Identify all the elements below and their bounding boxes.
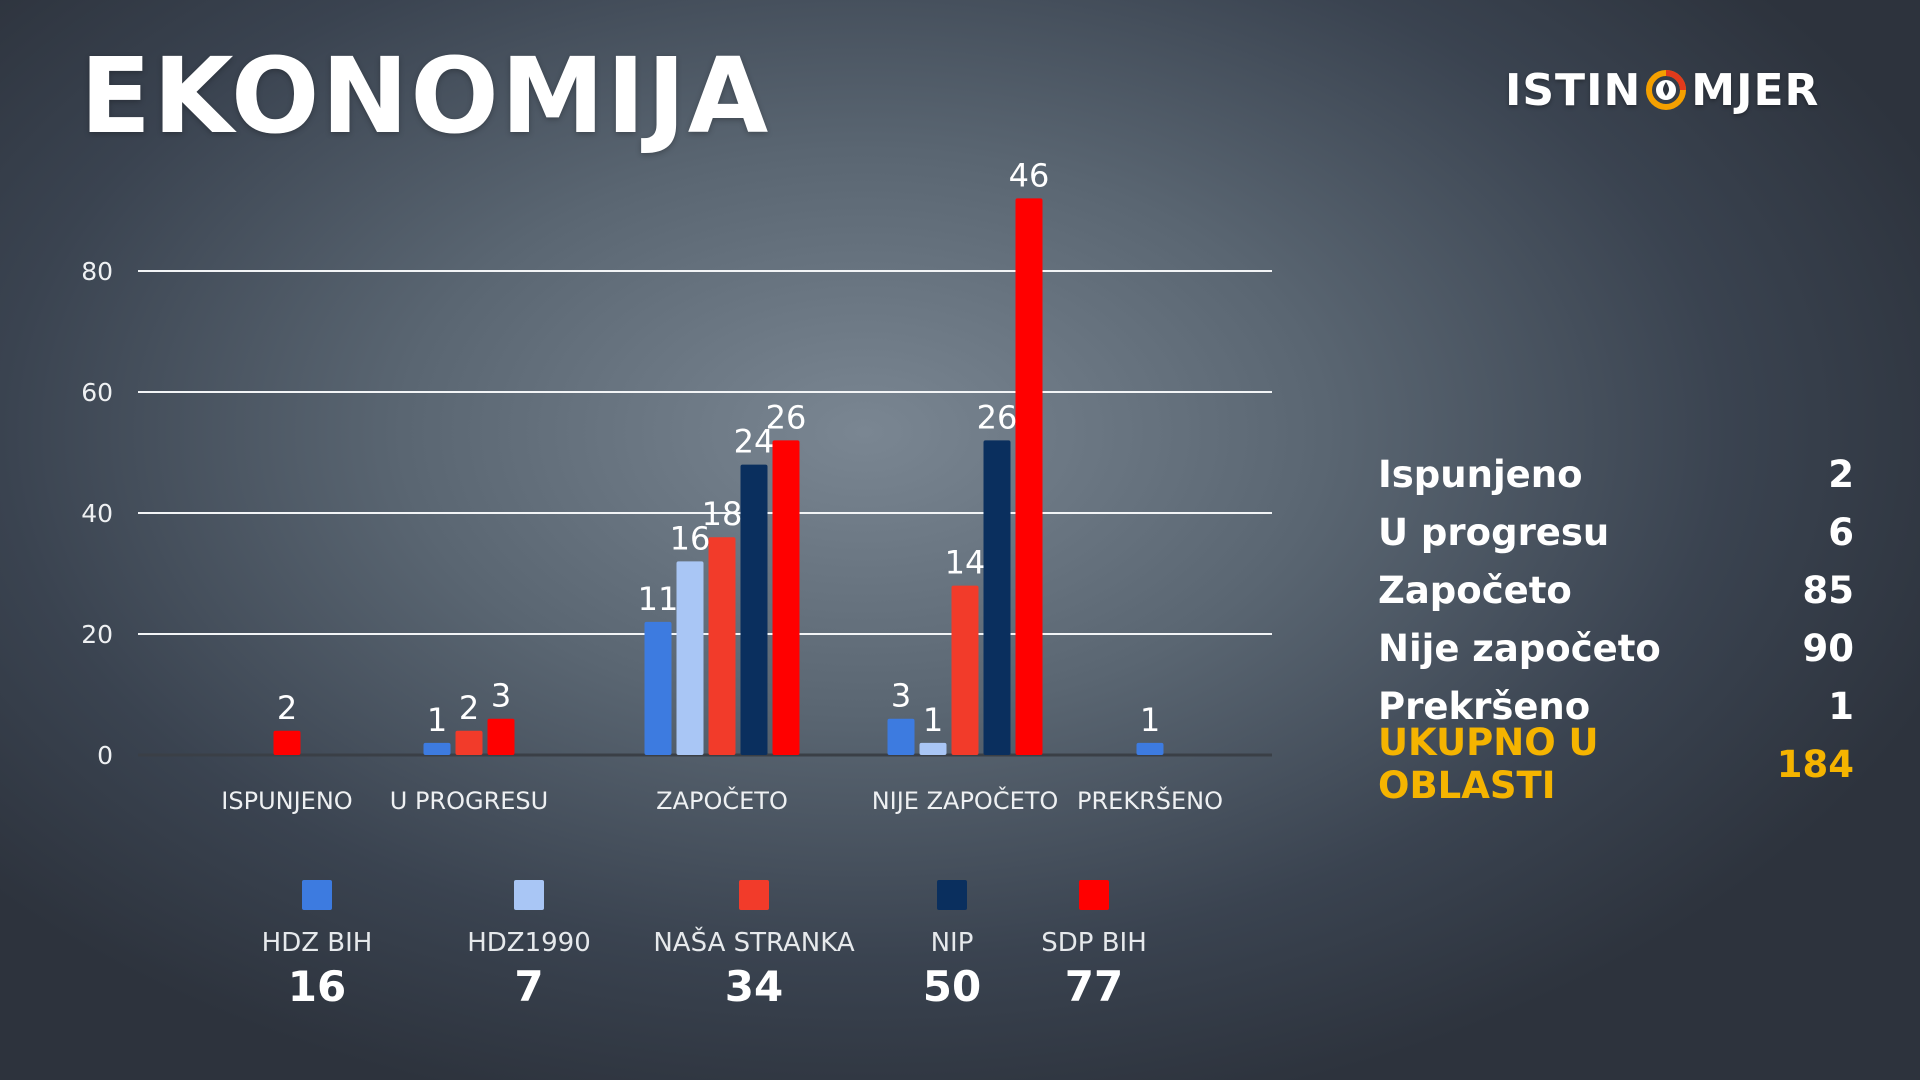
summary-value: 2 xyxy=(1828,452,1854,496)
bar xyxy=(273,730,301,755)
summary-row-total: UKUPNO U OBLASTI 184 xyxy=(1378,721,1854,807)
bar xyxy=(772,440,800,755)
bar xyxy=(708,537,736,755)
bar-value-label: 11 xyxy=(638,580,679,618)
page-title: EKONOMIJA xyxy=(80,35,771,157)
bar-value-label: 18 xyxy=(702,495,743,533)
bar xyxy=(487,718,515,755)
x-tick-label: U PROGRESU xyxy=(390,787,548,815)
summary-label: Ispunjeno xyxy=(1378,452,1583,496)
summary-label: U progresu xyxy=(1378,510,1610,554)
legend-swatch xyxy=(1079,880,1109,910)
legend-count: 7 xyxy=(514,962,544,1011)
bar-chart: 0 20 40 60 80 ISPUNJENO U PROGRESU ZAPOČETO NIJE… xyxy=(81,156,1272,815)
legend-label: HDZ1990 xyxy=(467,928,591,958)
summary-value: 90 xyxy=(1802,626,1855,670)
bar xyxy=(423,742,451,755)
bar-value-label: 2 xyxy=(459,689,479,727)
bar-value-label: 14 xyxy=(945,544,986,582)
x-tick-label: PREKRŠENO xyxy=(1077,785,1223,815)
bar xyxy=(1015,198,1043,755)
legend-count: 77 xyxy=(1064,962,1124,1011)
bar-value-label: 26 xyxy=(766,398,807,436)
legend-swatch xyxy=(514,880,544,910)
y-tick-label: 40 xyxy=(81,499,113,528)
summary-row-zapoceto: Započeto 85 xyxy=(1378,561,1854,619)
bar xyxy=(1136,742,1164,755)
legend-item-hdz-bih: HDZ BIH 16 xyxy=(197,880,437,1011)
summary-row-prekrseno: Prekršeno 1 xyxy=(1378,677,1854,735)
legend-count: 50 xyxy=(922,962,982,1011)
legend-label: HDZ BIH xyxy=(261,928,373,958)
summary-label: Prekršeno xyxy=(1378,684,1591,728)
bar-value-label: 26 xyxy=(977,398,1018,436)
bar xyxy=(919,742,947,755)
bar-value-label: 16 xyxy=(670,519,711,557)
summary-row-u-progresu: U progresu 6 xyxy=(1378,503,1854,561)
legend-label: NIP xyxy=(930,928,974,958)
bar xyxy=(983,440,1011,755)
bar-value-label: 2 xyxy=(277,689,297,727)
summary-value: 1 xyxy=(1828,684,1854,728)
bar xyxy=(740,464,768,755)
legend-swatch xyxy=(739,880,769,910)
bar-value-label: 46 xyxy=(1009,156,1050,194)
logo-text-left: ISTIN xyxy=(1505,64,1642,116)
bar xyxy=(644,621,672,755)
summary-total-value: 184 xyxy=(1776,742,1854,786)
y-tick-label: 20 xyxy=(81,620,113,649)
istinomjer-ring-icon xyxy=(1646,70,1687,110)
legend-label: NAŠA STRANKA xyxy=(653,928,855,958)
summary-label: Nije započeto xyxy=(1378,626,1661,670)
x-tick-label: ZAPOČETO xyxy=(656,785,788,815)
y-tick-label: 60 xyxy=(81,378,113,407)
legend-item-nasa-stranka: NAŠA STRANKA 34 xyxy=(634,880,874,1011)
legend-label: SDP BIH xyxy=(1041,928,1147,958)
legend-swatch xyxy=(937,880,967,910)
bar-value-label: 3 xyxy=(491,677,511,715)
bar xyxy=(455,730,483,755)
legend-swatch xyxy=(302,880,332,910)
summary-row-nije-zapoceto: Nije započeto 90 xyxy=(1378,619,1854,677)
bar-value-label: 1 xyxy=(1140,701,1160,739)
legend-count: 16 xyxy=(287,962,347,1011)
x-tick-label: ISPUNJENO xyxy=(221,787,352,815)
bar-value-label: 24 xyxy=(734,423,775,461)
bar xyxy=(887,718,915,755)
summary-row-ispunjeno: Ispunjeno 2 xyxy=(1378,445,1854,503)
summary-label: Započeto xyxy=(1378,568,1572,612)
bar-value-label: 1 xyxy=(923,701,943,739)
legend-item-hdz1990: HDZ1990 7 xyxy=(409,880,649,1011)
summary-value: 85 xyxy=(1802,568,1855,612)
legend-item-nip: NIP 50 xyxy=(832,880,1072,1011)
brand-logo: ISTIN MJER xyxy=(1505,62,1819,118)
legend-count: 34 xyxy=(724,962,784,1011)
y-tick-label: 0 xyxy=(97,741,113,770)
summary-total-label: UKUPNO U OBLASTI xyxy=(1378,721,1599,807)
summary-value: 6 xyxy=(1828,510,1854,554)
logo-text-right: MJER xyxy=(1691,64,1820,116)
legend-item-sdp-bih: SDP BIH 77 xyxy=(974,880,1214,1011)
chart-legend: HDZ BIH 16 HDZ1990 7 NAŠA STRANKA 34 NIP… xyxy=(0,880,1300,1040)
summary-table: Ispunjeno 2 U progresu 6 Započeto 85 Nij… xyxy=(1378,445,1854,808)
bar-value-label: 3 xyxy=(891,677,911,715)
bar xyxy=(951,585,979,755)
bar xyxy=(676,561,704,755)
x-tick-label: NIJE ZAPOČETO xyxy=(872,785,1059,815)
bar-value-label: 1 xyxy=(427,701,447,739)
y-tick-label: 80 xyxy=(81,257,113,286)
